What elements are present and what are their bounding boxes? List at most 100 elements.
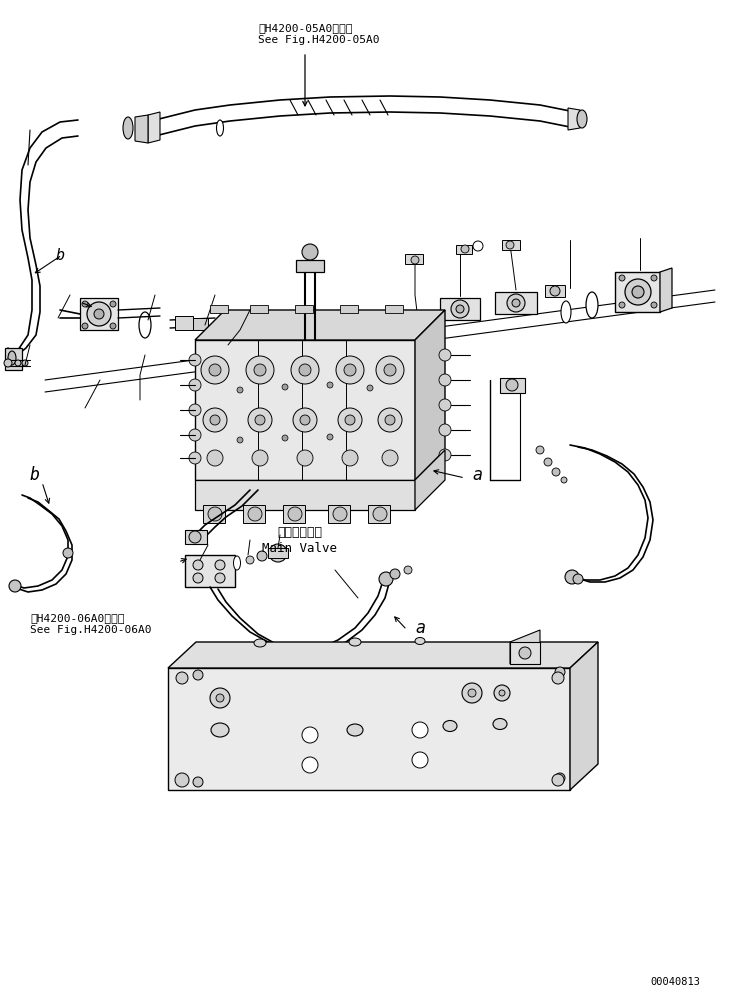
Bar <box>175 316 193 330</box>
Circle shape <box>297 450 313 466</box>
Text: a: a <box>472 466 482 484</box>
Circle shape <box>552 774 564 786</box>
Bar <box>500 378 525 393</box>
Circle shape <box>175 773 189 787</box>
Circle shape <box>632 286 644 298</box>
Circle shape <box>439 424 451 436</box>
Circle shape <box>302 757 318 773</box>
Circle shape <box>193 573 203 583</box>
Circle shape <box>282 384 288 390</box>
Bar <box>245 340 261 352</box>
Circle shape <box>87 302 111 326</box>
Circle shape <box>110 323 116 329</box>
Polygon shape <box>570 642 598 790</box>
Circle shape <box>176 672 188 684</box>
Circle shape <box>302 727 318 743</box>
Polygon shape <box>415 450 445 510</box>
Ellipse shape <box>254 639 266 647</box>
Text: 第H4200-05A0図参照: 第H4200-05A0図参照 <box>258 23 353 33</box>
Circle shape <box>237 437 243 443</box>
Circle shape <box>299 364 311 376</box>
Circle shape <box>302 244 318 260</box>
Circle shape <box>237 387 243 393</box>
Circle shape <box>327 382 333 388</box>
Circle shape <box>565 570 579 584</box>
Ellipse shape <box>407 322 417 342</box>
Ellipse shape <box>493 718 507 729</box>
Bar <box>456 245 472 254</box>
Circle shape <box>193 560 203 570</box>
Circle shape <box>651 275 657 281</box>
Ellipse shape <box>586 292 598 318</box>
Circle shape <box>215 560 225 570</box>
Circle shape <box>252 450 268 466</box>
Circle shape <box>193 670 203 680</box>
Circle shape <box>439 449 451 461</box>
Circle shape <box>367 385 373 391</box>
Circle shape <box>555 773 565 783</box>
Circle shape <box>494 685 510 701</box>
Polygon shape <box>195 310 445 340</box>
Bar <box>295 335 317 348</box>
Polygon shape <box>135 115 148 143</box>
Circle shape <box>22 360 28 366</box>
Circle shape <box>63 548 73 558</box>
Ellipse shape <box>8 351 16 365</box>
Text: 00040813: 00040813 <box>650 977 700 987</box>
Ellipse shape <box>123 117 133 139</box>
Bar <box>440 298 480 320</box>
Bar <box>340 305 358 313</box>
Bar <box>368 505 390 523</box>
Ellipse shape <box>211 723 229 737</box>
Bar <box>203 505 225 523</box>
Circle shape <box>382 450 398 466</box>
Circle shape <box>461 245 469 253</box>
Circle shape <box>345 415 355 425</box>
Text: See Fig.H4200-06A0: See Fig.H4200-06A0 <box>30 625 152 635</box>
Polygon shape <box>415 310 445 480</box>
Circle shape <box>506 379 518 391</box>
Circle shape <box>189 379 201 391</box>
Circle shape <box>336 356 364 384</box>
Circle shape <box>193 777 203 787</box>
Circle shape <box>189 531 201 543</box>
Polygon shape <box>148 112 160 143</box>
Polygon shape <box>568 108 580 130</box>
Polygon shape <box>195 480 415 510</box>
Circle shape <box>291 356 319 384</box>
Circle shape <box>15 360 21 366</box>
Ellipse shape <box>415 638 425 645</box>
Polygon shape <box>660 268 672 312</box>
Ellipse shape <box>139 312 151 338</box>
Text: b: b <box>56 247 65 263</box>
Circle shape <box>203 408 227 432</box>
Bar <box>385 305 403 313</box>
Circle shape <box>300 415 310 425</box>
Circle shape <box>9 580 21 592</box>
Ellipse shape <box>270 349 280 371</box>
Text: a: a <box>415 619 425 637</box>
Circle shape <box>619 302 625 308</box>
Circle shape <box>82 323 88 329</box>
Circle shape <box>411 256 419 264</box>
Bar <box>328 505 350 523</box>
Circle shape <box>305 337 315 347</box>
Circle shape <box>619 275 625 281</box>
Circle shape <box>499 690 505 696</box>
Bar <box>250 305 268 313</box>
Bar <box>225 340 245 352</box>
Circle shape <box>216 694 224 702</box>
Circle shape <box>257 551 267 561</box>
Bar <box>510 642 540 664</box>
Circle shape <box>651 302 657 308</box>
Circle shape <box>4 359 12 367</box>
Circle shape <box>385 415 395 425</box>
Circle shape <box>439 399 451 411</box>
Text: b: b <box>30 466 40 484</box>
Circle shape <box>248 408 272 432</box>
Circle shape <box>82 301 88 307</box>
Bar <box>296 260 324 272</box>
Circle shape <box>376 356 404 384</box>
Circle shape <box>555 667 565 677</box>
Bar <box>80 298 118 330</box>
